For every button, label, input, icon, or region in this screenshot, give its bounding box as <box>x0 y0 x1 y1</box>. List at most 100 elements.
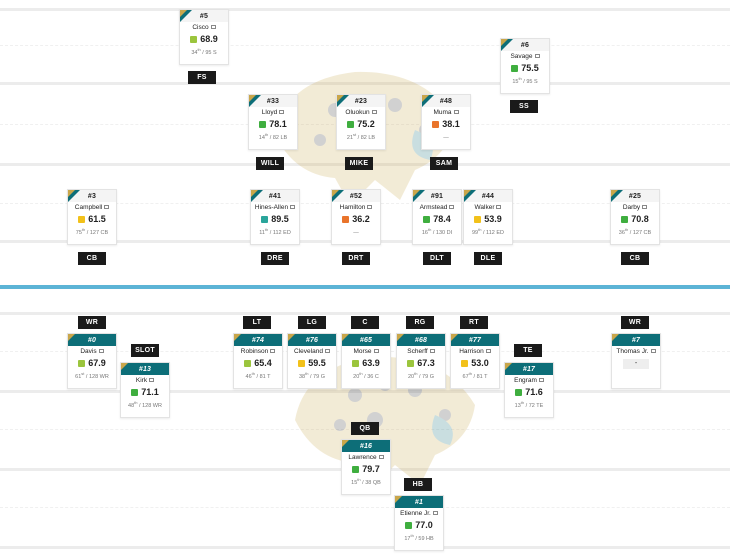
player-name: Walker <box>474 204 495 211</box>
comment-icon[interactable] <box>367 205 373 210</box>
jersey-number: #65 <box>359 336 373 344</box>
player-card-defense[interactable]: #23 Oluokun 75.2 21st / 82 LB <box>336 94 386 150</box>
position-label: WR <box>621 316 649 329</box>
player-name: Scherff <box>407 348 428 355</box>
jersey-number: #74 <box>251 336 265 344</box>
player-grade: 63.9 <box>362 358 380 368</box>
grade-color-square <box>423 215 431 223</box>
comment-icon[interactable] <box>538 378 544 383</box>
comment-icon[interactable] <box>496 205 502 210</box>
comment-icon[interactable] <box>279 110 285 115</box>
jersey-number: #0 <box>87 336 97 344</box>
comment-icon[interactable] <box>534 54 540 59</box>
player-card-offense[interactable]: #0 Davis 67.9 61st / 128 WR <box>67 333 117 389</box>
jersey-number: #3 <box>87 192 97 200</box>
player-grade: 67.3 <box>417 358 435 368</box>
position-label: SAM <box>430 157 458 170</box>
player-name: Engram <box>514 377 537 384</box>
comment-icon[interactable] <box>290 205 296 210</box>
grade-color-square <box>432 120 440 128</box>
player-card-defense[interactable]: #52 Hamilton 36.2 — <box>331 189 381 245</box>
player-name: Etienne Jr. <box>400 510 431 517</box>
player-card-defense[interactable]: #5 Cisco 68.9 34th / 95 S <box>179 9 229 65</box>
player-card-defense[interactable]: #6 Savage 75.5 15th / 95 S <box>500 38 550 94</box>
player-grade: 68.9 <box>200 34 218 44</box>
position-label: CB <box>621 252 649 265</box>
comment-icon[interactable] <box>432 511 438 516</box>
player-rank: — <box>353 229 359 236</box>
player-card-defense[interactable]: #91 Armstead 78.4 16th / 130 DI <box>412 189 462 245</box>
player-card-offense[interactable]: #65 Morse 63.9 20th / 36 C <box>341 333 391 389</box>
jersey-number: #25 <box>628 192 642 200</box>
comment-icon[interactable] <box>373 349 379 354</box>
player-name: Hamilton <box>339 204 366 211</box>
comment-icon[interactable] <box>324 349 330 354</box>
player-grade: 77.0 <box>415 520 433 530</box>
position-label: SLOT <box>131 344 159 357</box>
position-label: MIKE <box>345 157 373 170</box>
comment-icon[interactable] <box>650 349 656 354</box>
player-card-offense[interactable]: #68 Scherff 67.3 20th / 79 G <box>396 333 446 389</box>
player-rank: 21st / 82 LB <box>346 132 376 141</box>
player-card-offense[interactable]: #13 Kirk 71.1 48th / 128 WR <box>120 362 170 418</box>
player-rank: 34th / 95 S <box>191 47 217 56</box>
position-label: DLE <box>474 252 502 265</box>
comment-icon[interactable] <box>429 349 435 354</box>
player-card-offense[interactable]: #1 Etienne Jr. 77.0 17th / 59 HB <box>394 495 444 551</box>
position-label: FS <box>188 71 216 84</box>
player-rank: 14th / 82 LB <box>258 132 288 141</box>
jersey-number: #77 <box>468 336 482 344</box>
comment-icon[interactable] <box>149 378 155 383</box>
player-card-defense[interactable]: #41 Hines-Allen 89.5 11th / 112 ED <box>250 189 300 245</box>
position-label: SS <box>510 100 538 113</box>
yard-line <box>0 82 730 85</box>
jersey-number: #23 <box>354 97 368 105</box>
jersey-number: #48 <box>439 97 453 105</box>
player-grade: 53.9 <box>484 214 502 224</box>
comment-icon[interactable] <box>371 110 377 115</box>
position-label: HB <box>404 478 432 491</box>
comment-icon[interactable] <box>378 455 384 460</box>
grade-color-square <box>244 359 252 367</box>
player-card-defense[interactable]: #3 Campbell 61.5 75th / 127 CB <box>67 189 117 245</box>
player-card-offense[interactable]: #16 Lawrence 79.7 15th / 38 QB <box>341 439 391 495</box>
player-name: Harrison <box>459 348 484 355</box>
grade-color-square <box>352 359 360 367</box>
comment-icon[interactable] <box>104 205 110 210</box>
comment-icon[interactable] <box>453 110 459 115</box>
jersey-number: #16 <box>359 442 373 450</box>
player-card-defense[interactable]: #25 Darby 70.8 36th / 127 CB <box>610 189 660 245</box>
player-grade: 59.5 <box>308 358 326 368</box>
yard-line <box>0 8 730 11</box>
comment-icon[interactable] <box>642 205 648 210</box>
player-card-defense[interactable]: #44 Walker 53.9 99th / 112 ED <box>463 189 513 245</box>
player-card-offense[interactable]: #77 Harrison 53.0 67th / 81 T <box>450 333 500 389</box>
player-card-defense[interactable]: #33 Lloyd 78.1 14th / 82 LB <box>248 94 298 150</box>
player-card-offense[interactable]: #7 Thomas Jr. - <box>611 333 661 389</box>
player-name: Davis <box>80 348 97 355</box>
player-grade: 53.0 <box>471 358 489 368</box>
player-rank: 48th / 128 WR <box>128 400 162 409</box>
grade-color-square <box>347 120 355 128</box>
position-label: TE <box>514 344 542 357</box>
jaguar-logo <box>295 356 475 490</box>
player-rank: 75th / 127 CB <box>75 227 109 236</box>
player-name: Savage <box>510 53 533 60</box>
grade-color-square <box>259 120 267 128</box>
player-card-defense[interactable]: #48 Muma 38.1 — <box>421 94 471 150</box>
comment-icon[interactable] <box>485 349 491 354</box>
comment-icon[interactable] <box>210 25 216 30</box>
player-name: Cisco <box>192 24 209 31</box>
grade-color-square <box>474 215 482 223</box>
position-label: QB <box>351 422 379 435</box>
player-grade: 38.1 <box>442 119 460 129</box>
comment-icon[interactable] <box>449 205 455 210</box>
player-card-offense[interactable]: #17 Engram 71.6 13th / 72 TE <box>504 362 554 418</box>
player-card-offense[interactable]: #74 Robinson 65.4 46th / 81 T <box>233 333 283 389</box>
player-rank: 36th / 127 CB <box>618 227 652 236</box>
comment-icon[interactable] <box>98 349 104 354</box>
player-rank: 20th / 79 G <box>408 371 434 380</box>
player-name: Armstead <box>419 204 448 211</box>
comment-icon[interactable] <box>270 349 276 354</box>
player-card-offense[interactable]: #76 Cleveland 59.5 38th / 79 G <box>287 333 337 389</box>
